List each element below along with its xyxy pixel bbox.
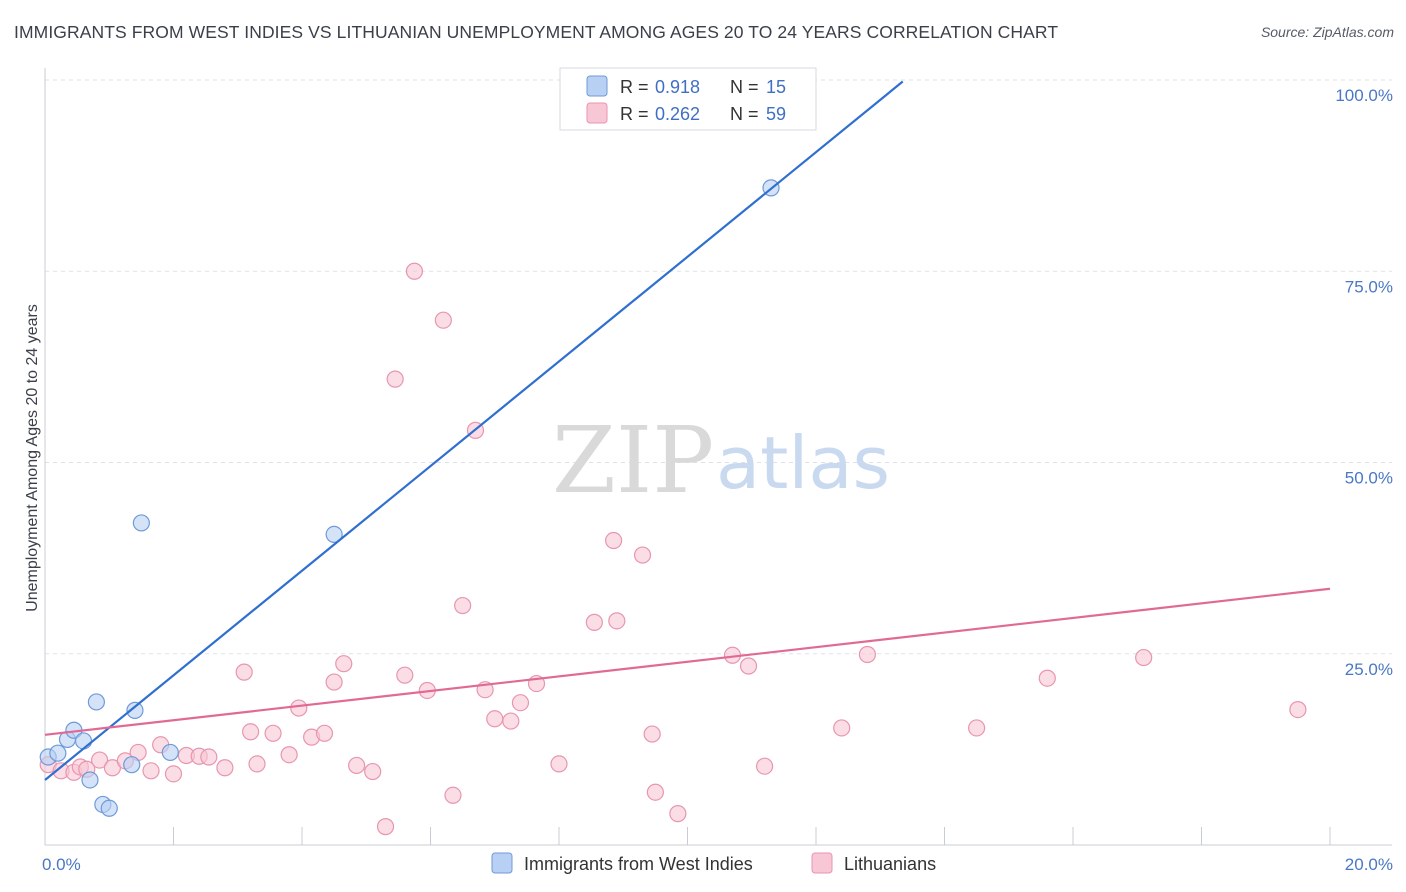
y-tick-labels: 25.0% 50.0% 75.0% 100.0%: [1335, 86, 1393, 679]
legend-r-label: R =: [620, 77, 649, 97]
trendlines: [44, 80, 1331, 781]
legend-swatch-west-indies: [586, 75, 608, 97]
source-credit: Source: ZipAtlas.com: [1260, 24, 1394, 40]
data-points: [39, 179, 1307, 836]
watermark-atlas: atlas: [716, 421, 890, 505]
point-lithuanians: [968, 719, 986, 737]
y-tick-label: 50.0%: [1345, 469, 1393, 488]
legend-label-lithuanians: Lithuanians: [844, 854, 936, 874]
point-lithuanians: [364, 762, 382, 781]
point-lithuanians: [216, 759, 234, 777]
trendline-lithuanians: [44, 587, 1331, 736]
point-west-indies: [74, 732, 93, 750]
point-west-indies: [81, 771, 99, 789]
point-west-indies: [123, 756, 141, 774]
legend-n-label: N =: [730, 104, 759, 124]
point-lithuanians: [1038, 669, 1056, 687]
point-lithuanians: [386, 370, 404, 388]
point-lithuanians: [235, 663, 253, 681]
point-lithuanians: [164, 765, 183, 783]
y-tick-label: 25.0%: [1345, 660, 1393, 679]
point-west-indies: [87, 693, 106, 711]
point-lithuanians: [1289, 700, 1307, 719]
point-lithuanians: [643, 725, 661, 743]
point-lithuanians: [739, 657, 758, 675]
legend-n-value-lithuanians: 59: [766, 104, 786, 124]
legend-n-label: N =: [730, 77, 759, 97]
point-lithuanians: [486, 710, 504, 728]
x-tick-label: 20.0%: [1345, 855, 1393, 874]
legend-r-value-west-indies: 0.918: [655, 77, 700, 97]
point-lithuanians: [646, 783, 664, 801]
point-lithuanians: [669, 805, 687, 823]
point-lithuanians: [376, 818, 395, 836]
x-tick-label: 0.0%: [42, 855, 81, 874]
point-west-indies: [325, 525, 343, 544]
gridlines: [45, 79, 1392, 655]
y-tick-label: 100.0%: [1335, 86, 1393, 105]
point-lithuanians: [264, 724, 282, 742]
watermark-zip: ZIP: [552, 407, 714, 514]
point-lithuanians: [605, 531, 623, 550]
point-lithuanians: [550, 755, 568, 773]
chart-title: IMMIGRANTS FROM WEST INDIES VS LITHUANIA…: [14, 22, 1059, 42]
y-tick-label: 75.0%: [1345, 277, 1393, 296]
point-lithuanians: [858, 645, 877, 664]
point-west-indies: [132, 514, 150, 532]
point-lithuanians: [608, 612, 626, 630]
point-lithuanians: [444, 786, 462, 804]
point-lithuanians: [242, 723, 260, 741]
point-lithuanians: [434, 311, 452, 329]
point-lithuanians: [142, 762, 160, 780]
legend-label-west-indies: Immigrants from West Indies: [524, 854, 753, 874]
point-lithuanians: [335, 655, 353, 673]
point-lithuanians: [91, 751, 109, 769]
y-axis-label: Unemployment Among Ages 20 to 24 years: [24, 304, 41, 612]
watermark: ZIP atlas: [552, 407, 890, 514]
point-lithuanians: [325, 673, 343, 691]
legend-swatch-lithuanians: [586, 102, 608, 124]
point-west-indies: [126, 701, 144, 719]
point-lithuanians: [200, 748, 218, 766]
point-lithuanians: [511, 694, 530, 712]
point-west-indies: [100, 799, 118, 817]
legend-r-value-lithuanians: 0.262: [655, 104, 700, 124]
point-lithuanians: [755, 757, 774, 775]
point-west-indies: [49, 744, 67, 762]
point-lithuanians: [396, 666, 414, 684]
point-lithuanians: [833, 719, 851, 737]
legend-swatch-lithuanians: [811, 852, 833, 874]
point-lithuanians: [1135, 648, 1153, 667]
point-lithuanians: [585, 613, 603, 631]
point-lithuanians: [248, 755, 266, 773]
trendline-west-indies: [44, 80, 904, 781]
point-lithuanians: [315, 724, 334, 742]
legend-r-label: R =: [620, 104, 649, 124]
point-lithuanians: [454, 596, 472, 615]
point-lithuanians: [348, 756, 366, 775]
point-lithuanians: [633, 546, 652, 564]
point-lithuanians: [280, 746, 298, 764]
legend-top: R = 0.918 N = 15 R = 0.262 N = 59: [559, 67, 817, 131]
legend-bottom: Immigrants from West Indies Lithuanians: [491, 852, 936, 874]
x-tick-labels: 0.0% 20.0%: [42, 855, 1393, 874]
legend-n-value-west-indies: 15: [766, 77, 786, 97]
point-lithuanians: [502, 712, 520, 730]
point-lithuanians: [290, 699, 308, 717]
axes: [44, 68, 1392, 846]
point-lithuanians: [405, 262, 424, 280]
point-west-indies: [161, 743, 179, 762]
legend-swatch-west-indies: [491, 852, 513, 874]
